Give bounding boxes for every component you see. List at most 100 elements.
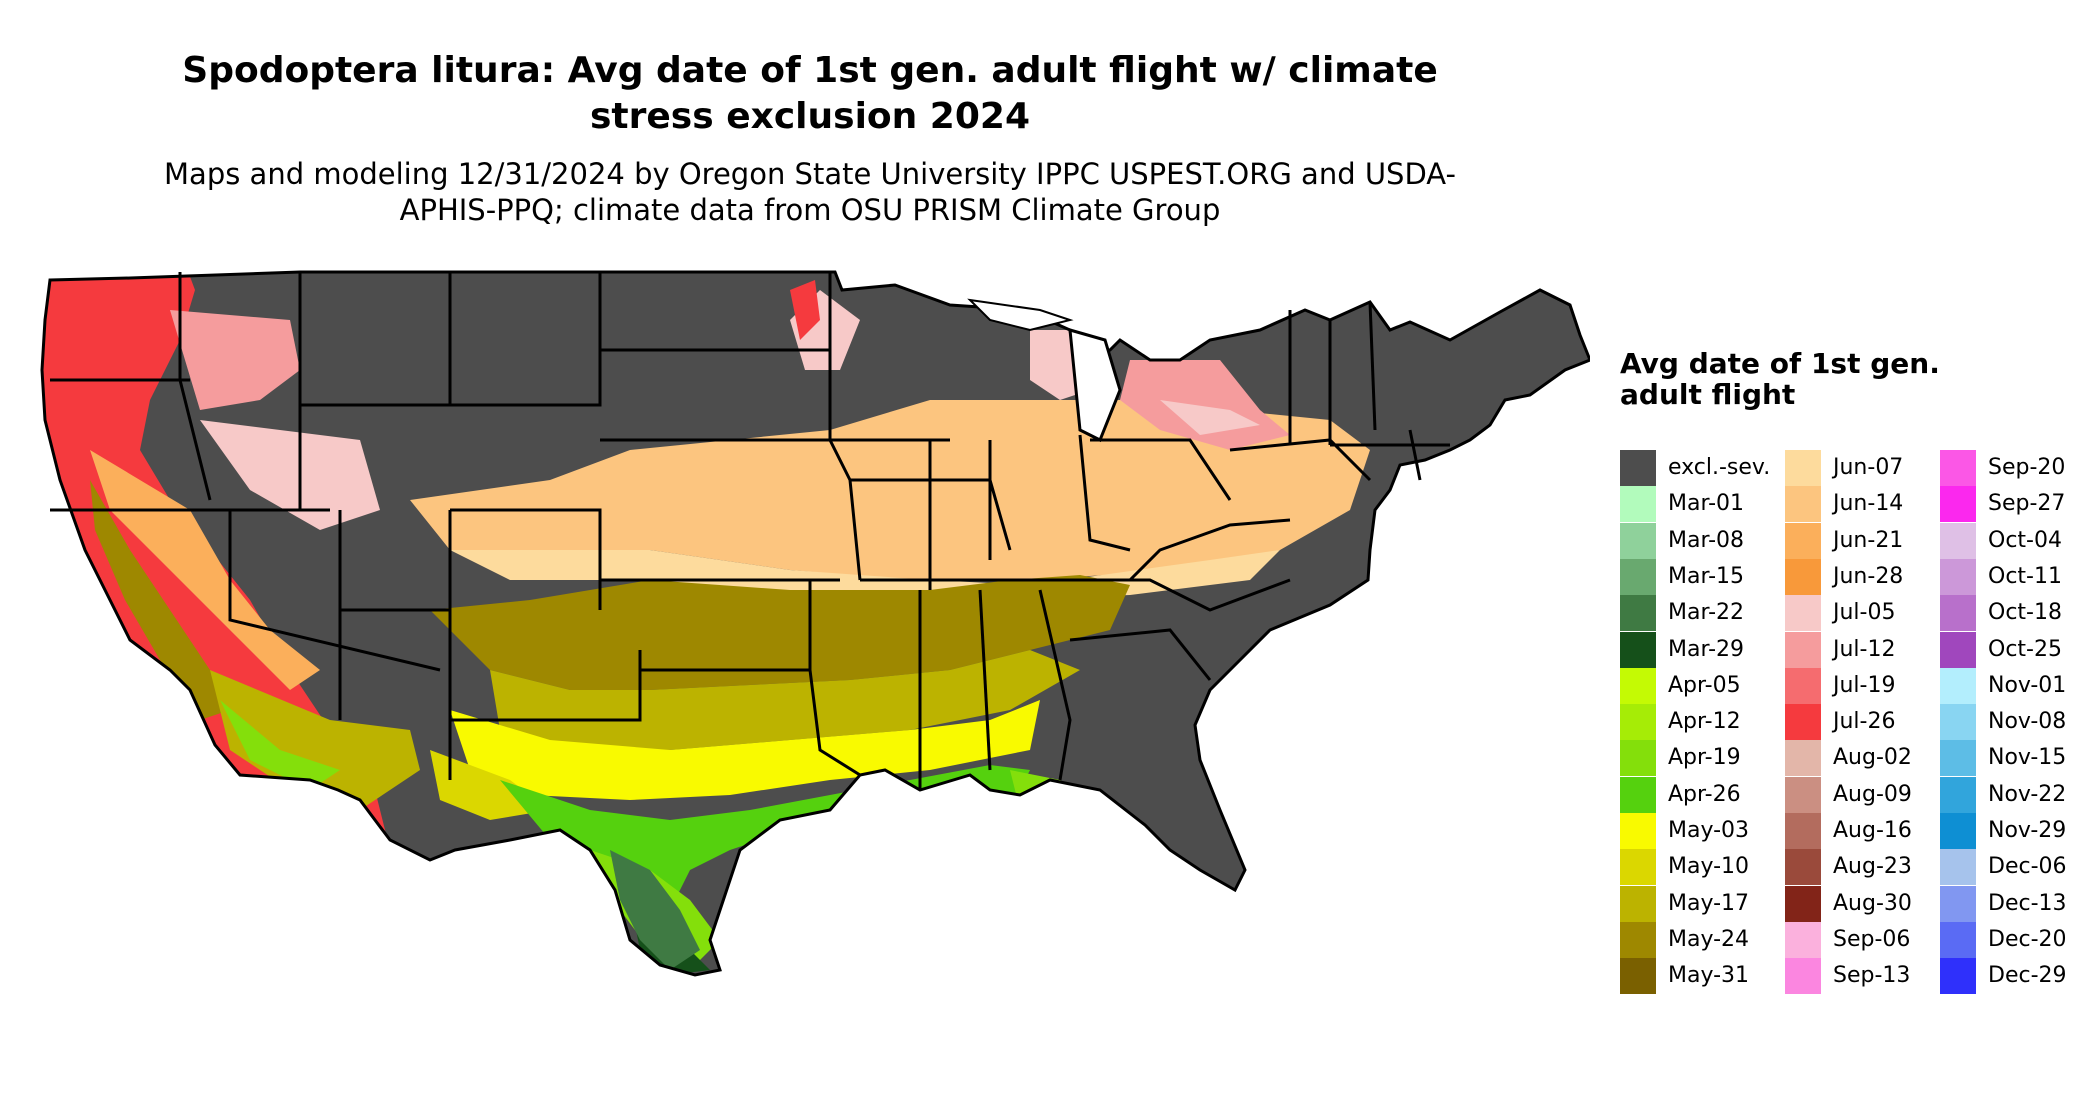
legend-item: May-31 — [1620, 958, 1820, 995]
legend-swatch — [1620, 522, 1656, 559]
legend-item: Jun-28 — [1785, 558, 1985, 595]
legend-item: Jul-05 — [1785, 595, 1985, 632]
legend-label: May-03 — [1668, 818, 1750, 843]
legend-label: Mar-22 — [1668, 600, 1745, 626]
legend-swatch — [1785, 740, 1821, 777]
legend-label: Jun-21 — [1833, 527, 1904, 553]
legend-label: Apr-26 — [1668, 781, 1741, 807]
us-map — [40, 270, 1590, 977]
legend-item: Oct-25 — [1940, 631, 2100, 668]
legend-item: Jul-12 — [1785, 631, 1985, 668]
legend-swatch — [1940, 849, 1976, 886]
legend-item: Jun-21 — [1785, 522, 1985, 559]
legend-swatch — [1785, 558, 1821, 595]
legend-label: Apr-05 — [1668, 672, 1741, 698]
legend-item: Nov-08 — [1940, 704, 2100, 741]
legend-label: Jun-07 — [1833, 455, 1904, 480]
legend-label: Dec-20 — [1988, 926, 2067, 952]
legend-label: Nov-22 — [1988, 781, 2067, 807]
legend-item: Mar-22 — [1620, 595, 1820, 632]
legend-item: Sep-27 — [1940, 486, 2100, 523]
legend-swatch — [1620, 667, 1656, 704]
legend-swatch — [1785, 704, 1821, 741]
legend-swatch — [1620, 849, 1656, 886]
legend-item: Aug-23 — [1785, 849, 1985, 886]
legend-label: Jul-12 — [1833, 636, 1896, 662]
legend-swatch — [1940, 631, 1976, 668]
legend-label: Jul-19 — [1833, 672, 1896, 698]
legend-item: Dec-06 — [1940, 849, 2100, 886]
legend-swatch — [1940, 522, 1976, 559]
legend-label: Dec-29 — [1988, 963, 2067, 989]
legend-label: Aug-23 — [1833, 854, 1912, 880]
map-title: Spodoptera litura: Avg date of 1st gen. … — [182, 50, 1438, 137]
legend-label: Jul-26 — [1833, 709, 1896, 735]
legend-label: Oct-11 — [1988, 563, 2062, 589]
legend-label: Dec-13 — [1988, 890, 2067, 916]
legend-swatch — [1940, 776, 1976, 813]
legend-item: Jul-26 — [1785, 704, 1985, 741]
legend-swatch — [1785, 522, 1821, 559]
legend-item: Oct-18 — [1940, 595, 2100, 632]
legend-item: Apr-26 — [1620, 776, 1820, 813]
legend-label: Jun-14 — [1833, 491, 1904, 517]
legend-item: Aug-02 — [1785, 740, 1985, 777]
legend-item: Sep-13 — [1785, 958, 1985, 995]
legend-label: Aug-30 — [1833, 890, 1912, 916]
legend-item: Nov-29 — [1940, 813, 2100, 849]
legend-swatch — [1785, 813, 1821, 849]
legend-label: Aug-09 — [1833, 781, 1912, 807]
legend-item: May-24 — [1620, 921, 1820, 958]
legend-swatch — [1620, 595, 1656, 632]
legend-swatch — [1785, 921, 1821, 958]
legend-label: Nov-08 — [1988, 709, 2067, 735]
legend-item: Aug-30 — [1785, 885, 1985, 922]
legend-swatch — [1785, 849, 1821, 886]
legend-item: Oct-04 — [1940, 522, 2100, 559]
legend-swatch — [1785, 667, 1821, 704]
legend-item: Apr-05 — [1620, 667, 1820, 704]
legend-label: May-17 — [1668, 890, 1750, 916]
legend-swatch — [1785, 958, 1821, 995]
legend-swatch — [1940, 486, 1976, 523]
legend-label: Sep-06 — [1833, 926, 1911, 952]
legend-swatch — [1785, 631, 1821, 668]
legend-label: Apr-12 — [1668, 709, 1741, 735]
legend-swatch — [1785, 776, 1821, 813]
legend-swatch — [1620, 704, 1656, 741]
legend-item: Mar-01 — [1620, 486, 1820, 523]
legend-item: Dec-13 — [1940, 885, 2100, 922]
legend-swatch — [1940, 885, 1976, 922]
legend-swatch — [1620, 921, 1656, 958]
legend-label: Mar-15 — [1668, 563, 1745, 589]
legend-item: Nov-22 — [1940, 776, 2100, 813]
legend-item: May-10 — [1620, 849, 1820, 886]
legend-item: Oct-11 — [1940, 558, 2100, 595]
legend-label: Mar-01 — [1668, 491, 1745, 517]
legend-swatch — [1620, 885, 1656, 922]
legend-label: Nov-29 — [1988, 818, 2067, 843]
legend-swatch — [1940, 558, 1976, 595]
legend-swatch — [1785, 595, 1821, 632]
legend-swatch — [1620, 450, 1656, 486]
legend-item: Apr-19 — [1620, 740, 1820, 777]
legend-swatch — [1785, 486, 1821, 523]
legend-label: Apr-19 — [1668, 745, 1741, 771]
legend-swatch — [1940, 667, 1976, 704]
legend-swatch — [1940, 813, 1976, 849]
legend-item: Aug-09 — [1785, 776, 1985, 813]
legend-item: Mar-15 — [1620, 558, 1820, 595]
legend-label: Nov-01 — [1988, 672, 2067, 698]
legend-item: Mar-08 — [1620, 522, 1820, 559]
legend-swatch — [1785, 450, 1821, 486]
legend-label: Oct-04 — [1988, 527, 2062, 553]
legend-swatch — [1940, 921, 1976, 958]
legend-swatch — [1940, 740, 1976, 777]
legend-item: Dec-29 — [1940, 958, 2100, 995]
legend-item: excl.-sev. — [1620, 450, 1820, 486]
legend-label: Oct-25 — [1988, 636, 2062, 662]
legend-label: Nov-15 — [1988, 745, 2067, 771]
legend-label: Oct-18 — [1988, 600, 2062, 626]
legend-item: May-17 — [1620, 885, 1820, 922]
legend-swatch — [1620, 486, 1656, 523]
